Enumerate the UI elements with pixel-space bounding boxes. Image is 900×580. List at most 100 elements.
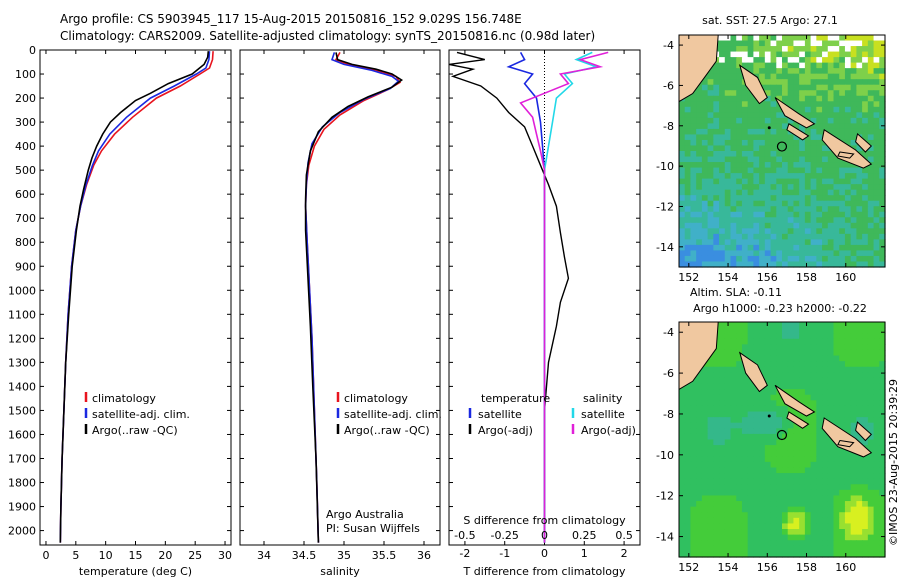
map-cell xyxy=(850,90,857,97)
map-cell xyxy=(701,411,709,418)
map-cell xyxy=(850,473,857,480)
map-cell xyxy=(782,217,789,224)
map-cell xyxy=(879,128,886,136)
map-cell xyxy=(730,57,737,64)
map-cell xyxy=(787,178,795,185)
map-cell xyxy=(747,239,754,246)
map-cell xyxy=(879,372,886,379)
map-cell xyxy=(696,428,703,435)
map-cell xyxy=(684,551,692,558)
map-cell xyxy=(770,95,777,102)
map-cell xyxy=(810,173,817,180)
map-cell xyxy=(719,222,726,229)
map-cell xyxy=(713,95,720,102)
map-cell xyxy=(707,529,714,536)
map-cell xyxy=(879,333,886,340)
map-cell xyxy=(741,428,749,435)
map-cell xyxy=(862,239,869,246)
map-cell xyxy=(827,383,835,390)
map-cell xyxy=(816,484,823,491)
map-cell xyxy=(844,551,852,558)
map-cell xyxy=(822,156,829,163)
map-cell xyxy=(724,489,732,497)
map-cell xyxy=(690,173,697,180)
map-cell xyxy=(804,128,812,136)
map-cell xyxy=(827,184,835,191)
map-cell xyxy=(804,473,812,480)
map-cell xyxy=(862,377,869,385)
map-cell xyxy=(770,35,777,42)
map-cell xyxy=(839,101,846,108)
map-cell xyxy=(810,123,817,130)
map-cell xyxy=(799,189,806,196)
map-cell xyxy=(701,195,709,202)
map-cell xyxy=(741,62,749,69)
map-cell xyxy=(764,377,772,385)
map-cell xyxy=(776,344,783,351)
map-cell xyxy=(793,95,800,102)
map-cell xyxy=(730,551,737,558)
map-cell xyxy=(867,366,875,373)
map-cell xyxy=(839,545,846,553)
map-cell xyxy=(770,46,777,53)
map-cell xyxy=(736,145,743,152)
map-cell xyxy=(753,51,760,58)
map-cell xyxy=(839,68,846,75)
map-cell xyxy=(810,40,817,47)
land-polygon xyxy=(855,421,873,442)
map-cell xyxy=(833,540,840,547)
map-cell xyxy=(770,84,777,91)
map-cell xyxy=(816,478,823,485)
map-cell xyxy=(850,233,857,240)
map-cell xyxy=(707,445,714,452)
y-tick-label: 200 xyxy=(15,92,36,105)
map-cell xyxy=(862,545,869,553)
map-cell xyxy=(793,506,800,513)
map-cell xyxy=(719,366,726,373)
map-cell xyxy=(741,84,749,91)
map-cell xyxy=(679,200,686,207)
map-cell xyxy=(782,90,789,97)
map-cell xyxy=(856,545,863,553)
map-cell xyxy=(844,422,852,429)
map-subtitle: Argo h1000: -0.23 h2000: -0.22 xyxy=(693,302,867,315)
x-tick-label: 160 xyxy=(835,271,856,284)
map-cell xyxy=(741,244,749,252)
map-cell xyxy=(696,228,703,235)
map-cell xyxy=(804,333,812,340)
map-cell xyxy=(804,523,812,530)
map-cell xyxy=(839,123,846,130)
map-cell xyxy=(787,422,795,429)
map-cell xyxy=(776,57,783,64)
map-cell xyxy=(850,372,857,379)
map-cell xyxy=(787,372,795,379)
map-cell xyxy=(810,394,817,401)
map-cell xyxy=(810,228,817,235)
map-cell xyxy=(679,222,686,229)
map-cell xyxy=(696,529,703,536)
map-cell xyxy=(879,228,886,235)
map-cell xyxy=(719,450,726,457)
map-cell xyxy=(696,383,703,390)
map-cell xyxy=(799,233,806,240)
map-cell xyxy=(822,495,829,502)
map-cell xyxy=(833,523,840,530)
map-cell xyxy=(816,506,823,513)
map-cell xyxy=(770,112,777,119)
map-cell xyxy=(827,411,835,418)
map-cell xyxy=(793,167,800,174)
map-cell xyxy=(770,62,777,69)
map-cell xyxy=(850,383,857,390)
map-cell xyxy=(759,344,766,351)
map-cell xyxy=(690,261,697,268)
map-cell xyxy=(804,534,812,541)
map-cell xyxy=(822,366,829,373)
map-cell xyxy=(679,456,686,463)
map-cell xyxy=(776,445,783,452)
map-cell xyxy=(799,46,806,53)
map-cell xyxy=(730,40,737,47)
map-cell xyxy=(730,112,737,119)
map-cell xyxy=(736,405,743,413)
map-cell xyxy=(850,195,857,202)
map-cell xyxy=(741,200,749,207)
